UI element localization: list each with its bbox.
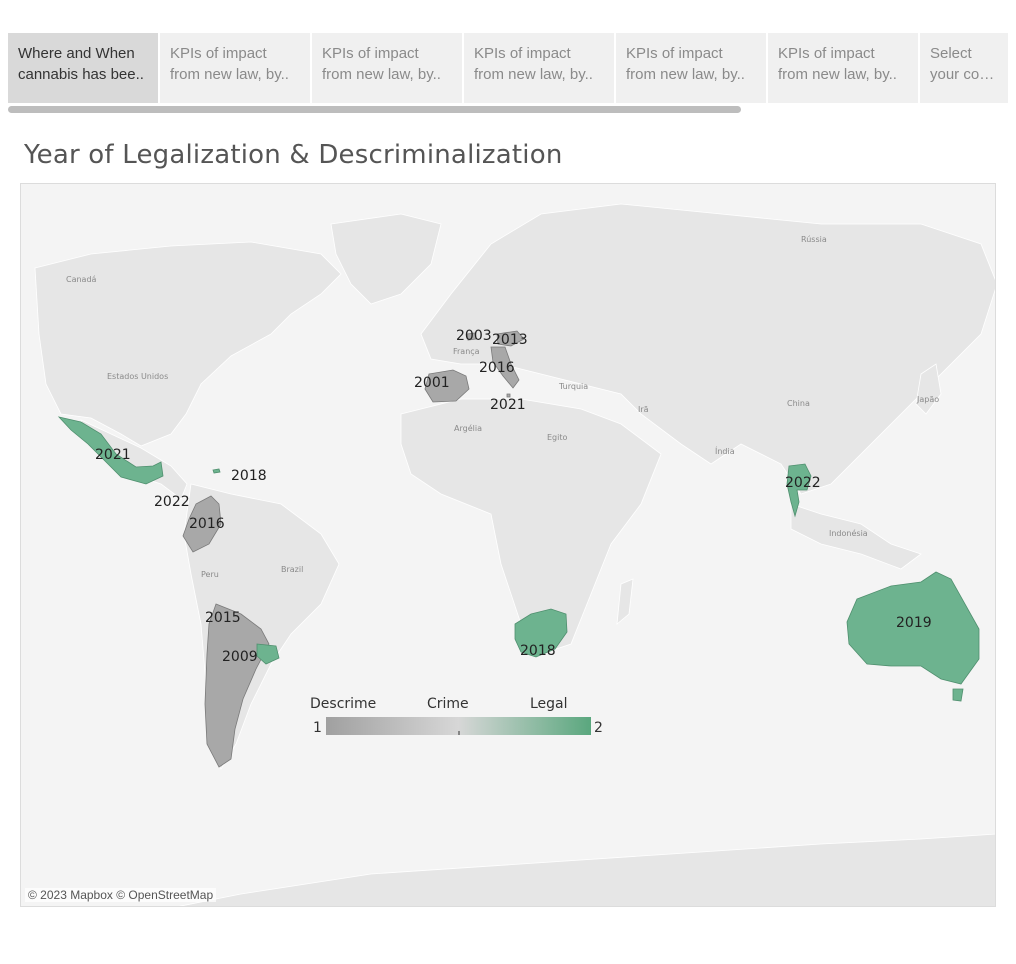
tab-label-line2: from new law, by.. — [322, 66, 441, 83]
geo-label: Turquia — [558, 382, 588, 391]
color-legend: Descrime Crime Legal 1 2 — [310, 696, 603, 736]
geo-label: China — [787, 399, 810, 408]
landmass-eurasia — [420, 203, 995, 495]
country-mexico[interactable] — [57, 416, 164, 485]
landmass-greenland — [330, 213, 442, 305]
landmass-indonesia — [790, 503, 922, 570]
country-czech[interactable] — [496, 330, 525, 347]
year-label-australia: 2019 — [896, 615, 932, 631]
tab-label-line2: your coun.. — [930, 66, 998, 83]
tab-label-line2: cannabis has bee.. — [18, 66, 144, 83]
geo-label: Canadá — [66, 275, 97, 284]
geo-label: Rússia — [801, 235, 827, 244]
tab-label-line1: KPIs of impact — [322, 45, 419, 62]
tab-label-line1: KPIs of impact — [474, 45, 571, 62]
country-thailand[interactable] — [786, 463, 812, 518]
year-label-belgium: 2003 — [456, 328, 492, 344]
landmass-africa — [400, 398, 662, 655]
legend-max: 2 — [594, 720, 603, 736]
map-canvas: Canadá Estados Unidos Rússia China Índia… — [21, 184, 995, 906]
year-label-argentina: 2009 — [222, 649, 258, 665]
country-chile-argentina[interactable] — [204, 603, 270, 768]
legal-countries — [57, 416, 980, 702]
landmass-north-america — [34, 241, 342, 447]
geo-label: Egito — [547, 433, 567, 442]
tab-kpis-1[interactable]: KPIs of impact from new law, by.. — [160, 33, 310, 103]
tab-select-country[interactable]: Select your coun.. — [920, 33, 1008, 103]
legend-gradient-bar — [326, 717, 591, 735]
geo-label: Irã — [638, 405, 649, 414]
year-label-chile: 2015 — [205, 610, 241, 626]
year-label-portugal: 2001 — [414, 375, 450, 391]
geo-label: França — [453, 347, 480, 356]
geo-label: Argélia — [454, 423, 482, 433]
tab-kpis-2[interactable]: KPIs of impact from new law, by.. — [312, 33, 462, 103]
year-label-south-africa: 2018 — [520, 643, 556, 659]
year-label-jamaica: 2018 — [231, 468, 267, 484]
tab-where-and-when[interactable]: Where and When cannabis has bee.. — [8, 33, 158, 103]
page-title: Year of Legalization & Descriminalizatio… — [24, 140, 563, 170]
year-label-czech: 2013 — [492, 332, 528, 348]
tab-label-line1: Where and When — [18, 45, 135, 62]
legend-label-descrime: Descrime — [310, 696, 376, 712]
country-malta[interactable] — [506, 393, 511, 398]
tab-label-line2: from new law, by.. — [170, 66, 289, 83]
tab-label-line2: from new law, by.. — [474, 66, 593, 83]
tab-label-line2: from new law, by.. — [626, 66, 745, 83]
geo-label: Estados Unidos — [107, 372, 168, 381]
year-label-thailand: 2022 — [785, 475, 821, 491]
tab-label-line2: from new law, by.. — [778, 66, 897, 83]
tab-label-line1: Select — [930, 45, 972, 62]
country-jamaica[interactable] — [212, 468, 221, 474]
legend-label-legal: Legal — [530, 696, 568, 712]
geo-label: Indonésia — [829, 528, 868, 538]
country-italy[interactable] — [490, 346, 520, 389]
geo-label: Índia — [715, 445, 735, 456]
tab-kpis-4[interactable]: KPIs of impact from new law, by.. — [616, 33, 766, 103]
year-label-colombia: 2016 — [189, 516, 225, 532]
year-label-malta: 2021 — [490, 397, 526, 413]
year-label-italy: 2016 — [479, 360, 515, 376]
geo-labels: Canadá Estados Unidos Rússia China Índia… — [66, 235, 939, 579]
tab-label-line1: KPIs of impact — [170, 45, 267, 62]
tab-kpis-5[interactable]: KPIs of impact from new law, by.. — [768, 33, 918, 103]
descrim-countries — [182, 330, 525, 768]
legend-min: 1 — [313, 720, 322, 736]
country-south-africa[interactable] — [514, 608, 568, 658]
country-colombia[interactable] — [182, 495, 222, 553]
tab-label-line1: KPIs of impact — [626, 45, 723, 62]
year-label-mexico: 2021 — [95, 447, 131, 463]
legend-label-crime: Crime — [427, 696, 469, 712]
year-labels: 2021 2018 2022 2016 2015 2009 2001 2003 … — [95, 328, 932, 665]
geo-label: Peru — [201, 570, 219, 579]
dashboard-tabs: Where and When cannabis has bee.. KPIs o… — [8, 33, 1008, 103]
tab-kpis-3[interactable]: KPIs of impact from new law, by.. — [464, 33, 614, 103]
geo-label: Japão — [916, 395, 939, 404]
country-australia[interactable] — [846, 571, 980, 685]
country-uruguay[interactable] — [256, 643, 280, 665]
landmass-japan — [915, 363, 942, 415]
world-map[interactable]: Canadá Estados Unidos Rússia China Índia… — [20, 183, 996, 907]
landmass-antarctica — [178, 833, 995, 906]
year-label-panama: 2022 — [154, 494, 190, 510]
country-tasmania[interactable] — [952, 688, 964, 702]
map-attribution[interactable]: © 2023 Mapbox © OpenStreetMap — [25, 888, 217, 902]
country-belgium[interactable] — [466, 332, 477, 341]
country-spain[interactable] — [424, 369, 470, 403]
geo-label: Brazil — [281, 565, 303, 574]
landmass-madagascar — [616, 578, 634, 625]
tab-label-line1: KPIs of impact — [778, 45, 875, 62]
tabs-scrollbar[interactable] — [8, 106, 741, 113]
